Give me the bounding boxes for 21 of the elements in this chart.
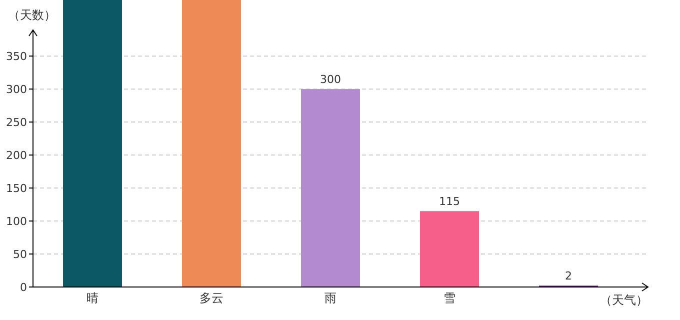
bar xyxy=(63,0,122,287)
y-tick-label: 250 xyxy=(6,116,27,130)
bar xyxy=(420,211,479,287)
x-tick-label: 雨 xyxy=(324,291,336,305)
y-tick-label: 350 xyxy=(6,50,27,64)
y-axis-title: （天数） xyxy=(8,8,56,22)
x-axis-title: （天气） xyxy=(600,293,648,307)
x-tick-label: 晴 xyxy=(86,291,98,305)
bar xyxy=(182,0,241,287)
y-tick-label: 0 xyxy=(20,281,27,294)
y-tick-label: 300 xyxy=(6,83,27,96)
data-label: 2 xyxy=(565,270,572,283)
y-tick-label: 200 xyxy=(6,149,27,162)
data-label: 300 xyxy=(320,73,341,86)
y-tick-label: 150 xyxy=(6,182,27,196)
bar xyxy=(301,89,360,287)
x-tick-label: 雪 xyxy=(444,291,456,305)
data-label: 115 xyxy=(439,195,460,208)
y-tick-label: 50 xyxy=(13,248,27,262)
y-tick-label: 100 xyxy=(6,215,27,228)
x-tick-label: 多云 xyxy=(200,291,224,305)
